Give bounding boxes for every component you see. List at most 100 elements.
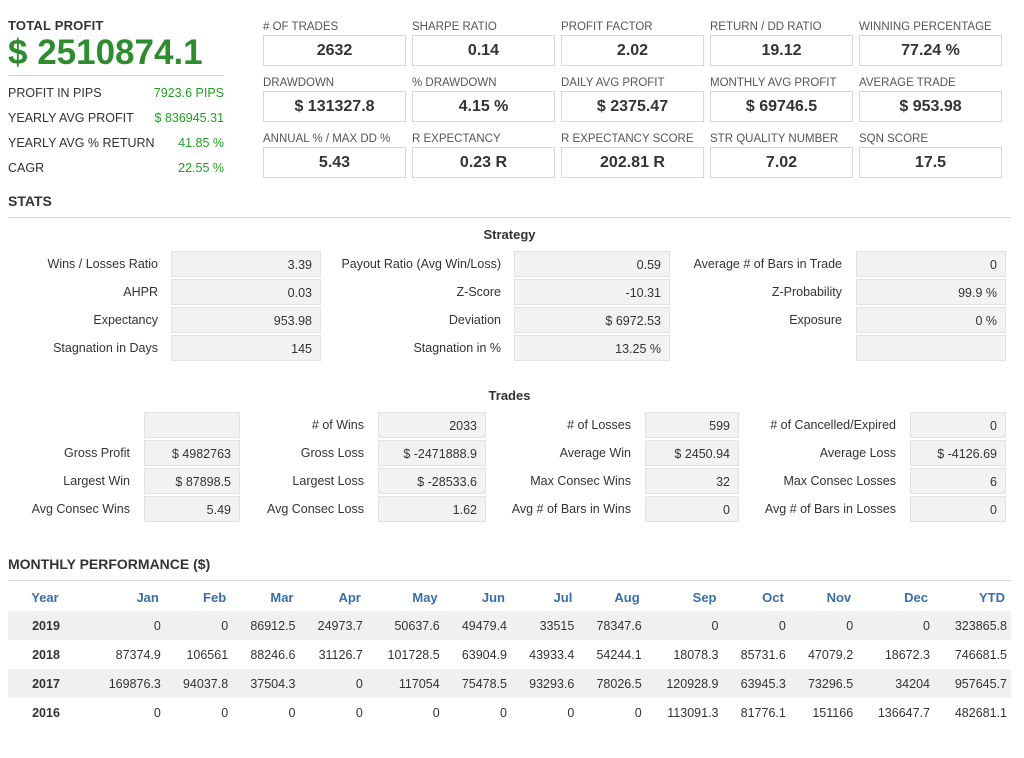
column-header-oct: Oct [762,589,784,605]
ytd-cell: 957645.7 [934,669,1011,698]
metric-value: 0.14 [412,35,555,66]
stat-label [672,335,842,361]
metric-label: # OF TRADES [263,21,339,33]
column-header-jul: Jul [553,589,573,605]
trade-value: 2033 [378,412,486,438]
month-cell: 151166 [789,698,858,727]
metric-r-expectancy: R EXPECTANCY 0.23 R [412,132,555,178]
column-header-ytd: YTD [979,589,1005,605]
trade-label: Largest Win [63,474,130,488]
metric-r-expectancy-score: R EXPECTANCY SCORE 202.81 R [561,132,704,178]
month-cell: 0 [299,669,367,698]
trade-value: 32 [645,468,739,494]
month-cell: 169876.3 [88,669,165,698]
month-cell: 47079.2 [789,640,858,669]
month-cell: 0 [299,698,367,727]
stat-value [856,335,1006,361]
month-cell: 73296.5 [789,669,858,698]
year-cell: 2016 [8,698,88,727]
trade-value: $ 87898.5 [144,468,240,494]
divider [8,75,224,76]
metric-winning-percentage: WINNING PERCENTAGE 77.24 % [859,20,1002,66]
stat-value: 3.39 [171,251,321,277]
monthly-performance-title: MONTHLY PERFORMANCE ($) [8,556,211,572]
month-cell: 93293.6 [511,669,579,698]
month-cell: 49479.4 [443,611,511,640]
month-cell: 0 [645,611,723,640]
metric-value: $ 69746.5 [710,91,853,122]
metric-sharpe-ratio: SHARPE RATIO 0.14 [412,20,555,66]
metric-return-dd-ratio: RETURN / DD RATIO 19.12 [710,20,853,66]
metric-annual-max-dd: ANNUAL % / MAX DD % 5.43 [263,132,406,178]
monthly-performance-table: Year Jan Feb Mar Apr May Jun Jul Aug Sep… [8,583,1011,727]
metric-value: 2.02 [561,35,704,66]
month-cell: 87374.9 [88,640,165,669]
column-header-mar: Mar [270,589,294,605]
month-cell: 0 [722,611,790,640]
metric-label: MONTHLY AVG PROFIT [710,77,837,89]
yearly-avg-return-row: YEARLY AVG % RETURN 41.85 % [8,130,224,155]
metric-str-quality-number: STR QUALITY NUMBER 7.02 [710,132,853,178]
month-cell: 85731.6 [722,640,790,669]
metric-value: 19.12 [710,35,853,66]
trade-label: # of Losses [567,418,631,432]
metric-value: 7.02 [710,147,853,178]
table-row: 2018 87374.9 106561 88246.6 31126.7 1017… [8,640,1011,669]
table-header-row: Year Jan Feb Mar Apr May Jun Jul Aug Sep… [8,583,1011,611]
column-header-may: May [412,589,438,605]
month-cell: 24973.7 [299,611,367,640]
trades-subtitle: Trades [488,388,531,403]
month-cell: 0 [88,611,165,640]
trade-value: $ -4126.69 [910,440,1006,466]
month-cell: 0 [511,698,579,727]
metric-label: ANNUAL % / MAX DD % [263,133,391,145]
month-cell: 78026.5 [578,669,646,698]
metric-profit-factor: PROFIT FACTOR 2.02 [561,20,704,66]
stat-value: 99.9 % [856,279,1006,305]
trade-label: Avg Consec Wins [31,502,130,516]
trade-value: 0 [645,496,739,522]
stat-value: 0.03 [171,279,321,305]
month-cell: 0 [164,698,233,727]
trade-label: Gross Loss [300,446,364,460]
trade-label: Avg # of Bars in Wins [511,502,631,516]
column-header-sep: Sep [692,589,717,605]
metric-drawdown: DRAWDOWN $ 131327.8 [263,76,406,122]
month-cell: 0 [366,698,444,727]
trade-value: 0 [910,496,1006,522]
ytd-cell: 482681.1 [934,698,1011,727]
profit-in-pips-row: PROFIT IN PIPS 7923.6 PIPS [8,80,224,105]
stat-label: Expectancy [93,313,158,327]
trade-label [8,412,130,438]
metric-sqn-score: SQN SCORE 17.5 [859,132,1002,178]
trade-label: Avg Consec Loss [266,502,364,516]
column-header-nov: Nov [826,589,852,605]
stat-value: 0 % [856,307,1006,333]
yearly-avg-profit-label: YEARLY AVG PROFIT [8,110,134,125]
metric-label: WINNING PERCENTAGE [859,21,992,33]
strategy-subtitle: Strategy [483,227,536,242]
metric-label: PROFIT FACTOR [561,21,653,33]
table-row: 2019 0 0 86912.5 24973.7 50637.6 49479.4… [8,611,1011,640]
table-row: 2016 0 0 0 0 0 0 0 0 113091.3 81776.1 15… [8,698,1011,727]
month-cell: 136647.7 [857,698,934,727]
metric-label: DRAWDOWN [263,77,335,89]
yearly-avg-profit-value: $ 836945.31 [154,110,224,125]
cagr-row: CAGR 22.55 % [8,155,224,180]
trade-label: Max Consec Wins [530,474,631,488]
metric-label: SQN SCORE [859,133,929,145]
trade-label: Largest Loss [292,474,364,488]
month-cell: 33515 [511,611,579,640]
column-header-feb: Feb [203,589,227,605]
trade-label: Average Loss [819,446,896,460]
month-cell: 0 [578,698,646,727]
stat-label: Stagnation in % [413,341,501,355]
metric-label: R EXPECTANCY SCORE [561,133,694,145]
trade-label: # of Wins [311,418,364,432]
trade-label: Avg # of Bars in Losses [764,502,896,516]
stat-value: 953.98 [171,307,321,333]
metric-value: $ 131327.8 [263,91,406,122]
stat-label: Z-Probability [771,285,842,299]
yearly-avg-return-label: YEARLY AVG % RETURN [8,135,155,150]
month-cell: 31126.7 [299,640,367,669]
